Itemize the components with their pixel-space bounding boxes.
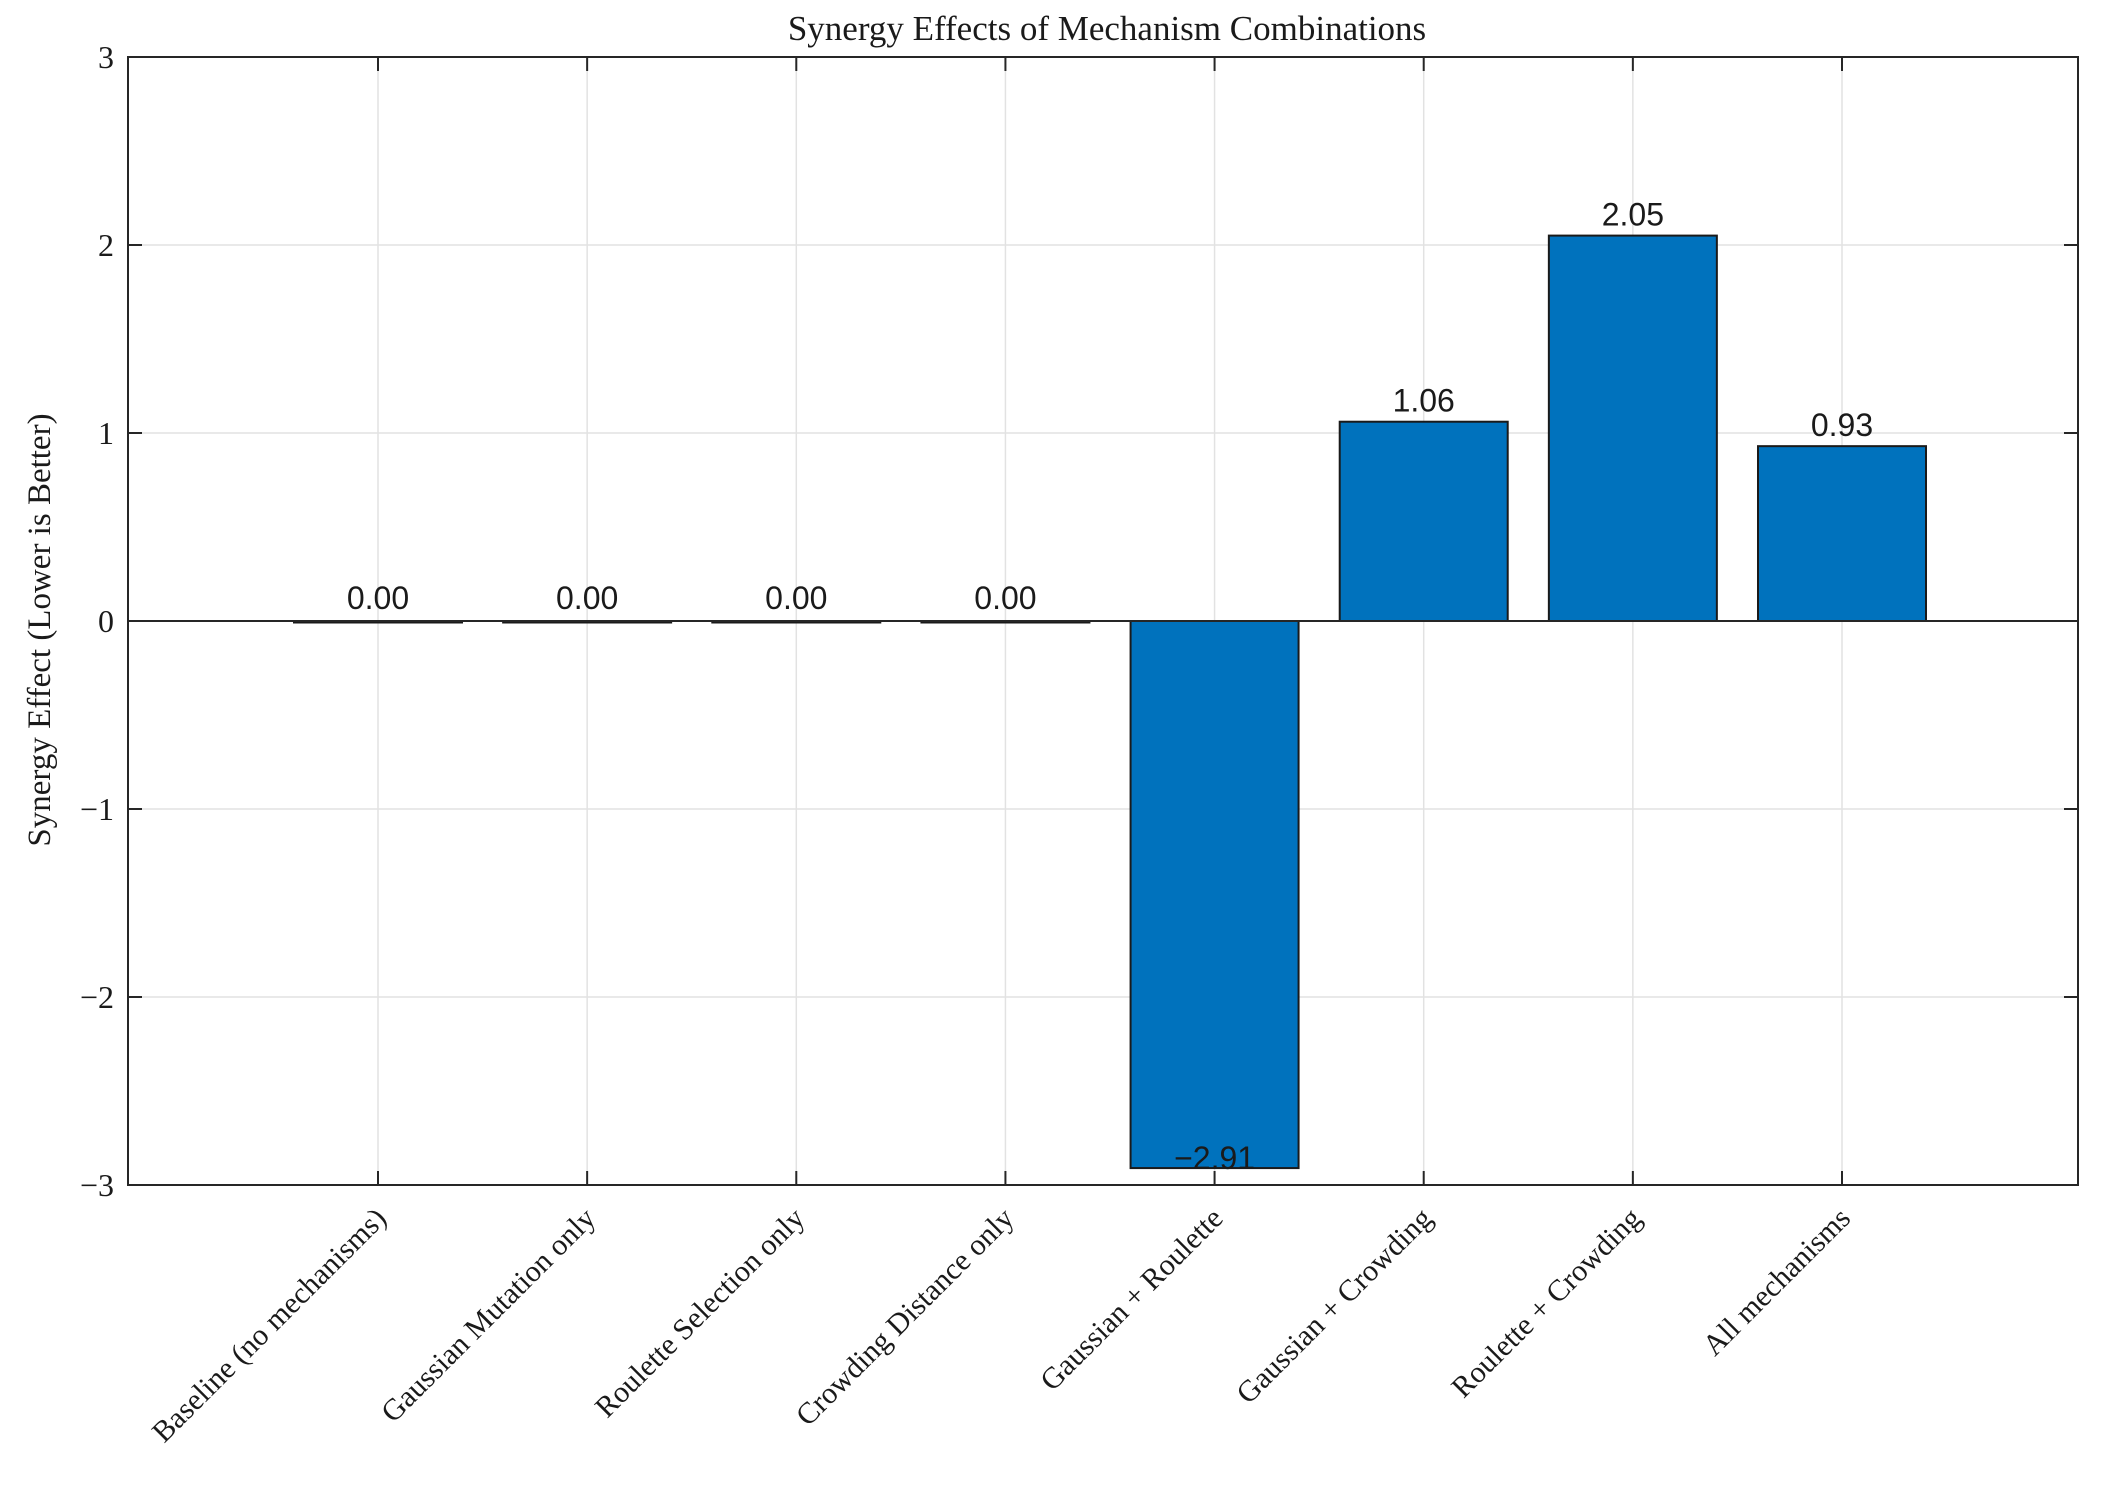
bar bbox=[1757, 445, 1927, 622]
bar bbox=[1129, 620, 1300, 1170]
y-tick-label: 2 bbox=[98, 227, 114, 263]
bar-layer bbox=[293, 234, 1927, 1170]
y-tick-label: −3 bbox=[80, 1167, 114, 1203]
data-label: 0.93 bbox=[1811, 407, 1873, 443]
chart-title: Synergy Effects of Mechanism Combination… bbox=[788, 9, 1426, 48]
data-label: 2.05 bbox=[1602, 197, 1664, 233]
y-tick-label: 0 bbox=[98, 603, 114, 639]
y-tick-label: 1 bbox=[98, 415, 114, 451]
y-tick-label: −2 bbox=[80, 979, 114, 1015]
data-label: −2.91 bbox=[1174, 1140, 1255, 1176]
bar bbox=[1547, 234, 1718, 622]
y-axis-label: Synergy Effect (Lower is Better) bbox=[22, 413, 58, 846]
data-label: 0.00 bbox=[765, 580, 827, 616]
y-tick-label: −1 bbox=[80, 791, 114, 827]
bar bbox=[1338, 420, 1509, 622]
data-label: 0.00 bbox=[347, 580, 409, 616]
axes-layer bbox=[127, 56, 2079, 1186]
data-label: 0.00 bbox=[556, 580, 618, 616]
data-label: 0.00 bbox=[974, 580, 1036, 616]
y-tick-label: 3 bbox=[98, 39, 114, 75]
data-label: 1.06 bbox=[1393, 383, 1455, 419]
